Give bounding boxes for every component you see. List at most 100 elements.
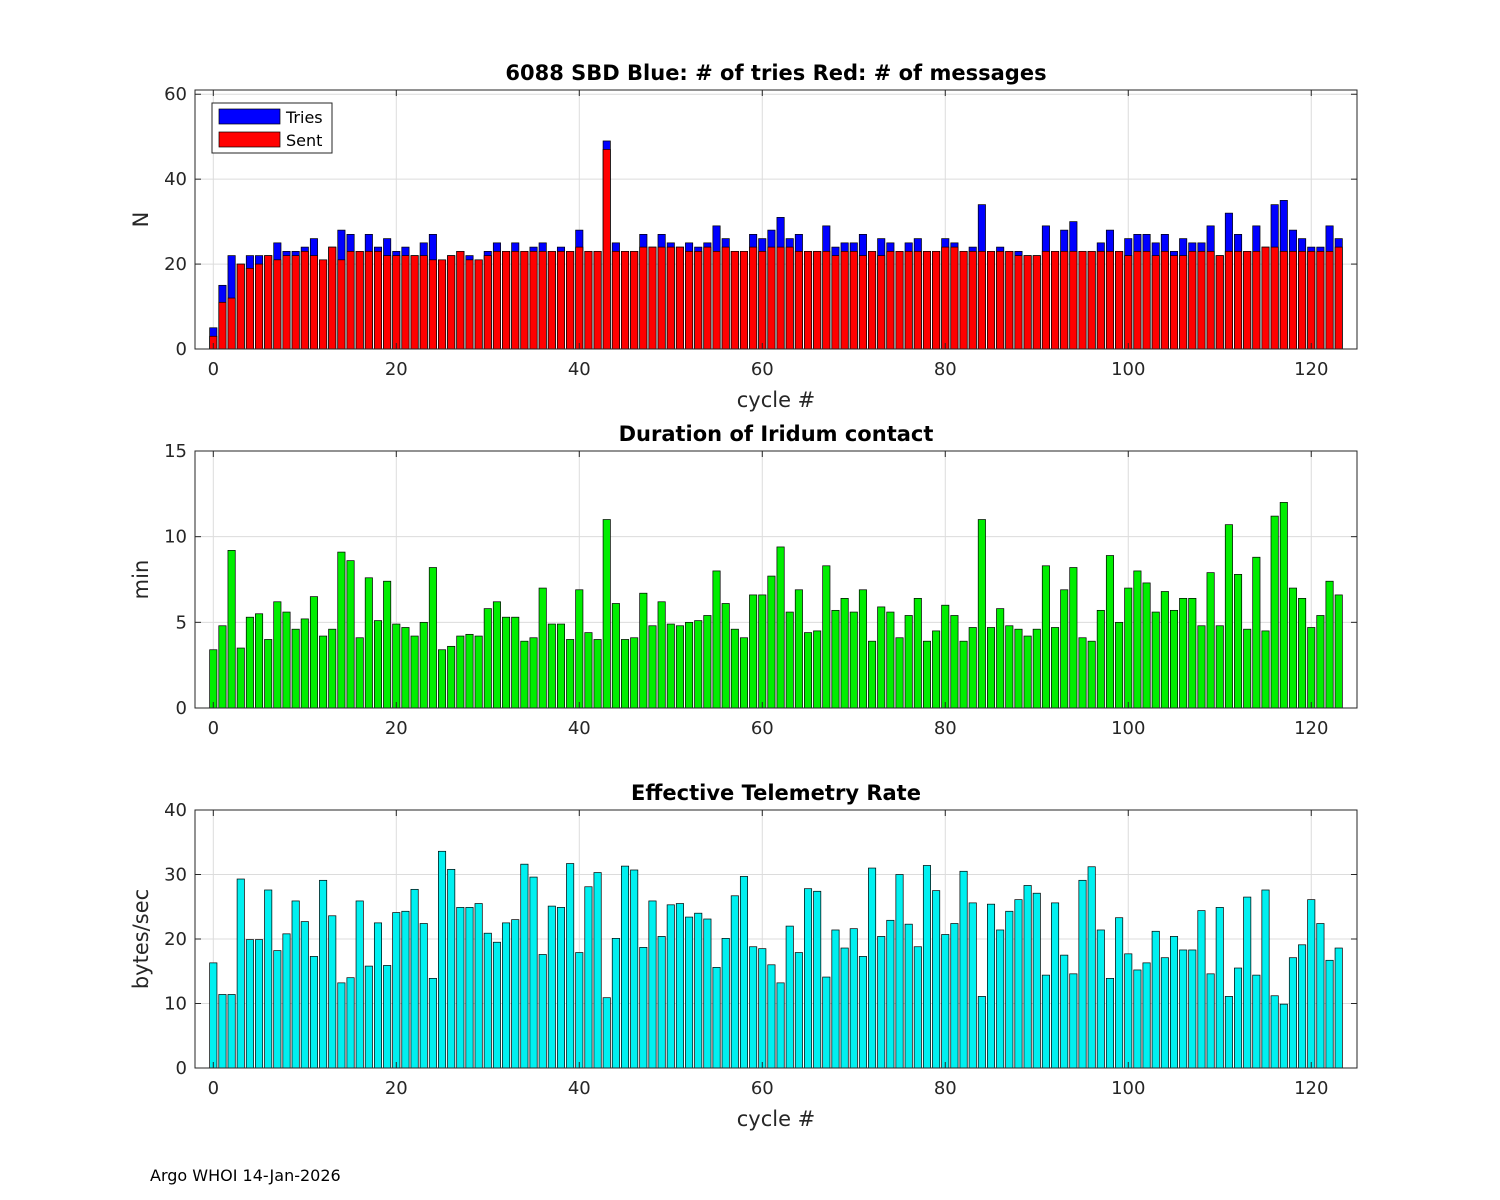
bar-sent bbox=[895, 250, 904, 350]
bar-sent bbox=[666, 246, 675, 350]
bar-sent bbox=[1069, 250, 1078, 350]
bar-rate bbox=[1014, 899, 1023, 1069]
bar-rate bbox=[236, 878, 245, 1069]
bar-sent bbox=[1060, 250, 1069, 350]
bar-rate bbox=[319, 879, 328, 1069]
bar-duration bbox=[804, 632, 813, 709]
bar-duration bbox=[300, 618, 309, 709]
bar-duration bbox=[1215, 625, 1224, 709]
bar-sent bbox=[922, 250, 931, 350]
chart-panel-1: 0 20 40 60 80 100 120 0 20 40 60 6088 SBD Blue: # o… bbox=[129, 61, 1358, 412]
bar-duration bbox=[209, 649, 218, 709]
bar-rate bbox=[621, 865, 630, 1069]
bar-sent bbox=[630, 250, 639, 350]
bar-rate bbox=[410, 888, 419, 1069]
bar-rate bbox=[584, 886, 593, 1069]
x-tick-label: 0 bbox=[208, 359, 219, 380]
bar-sent bbox=[868, 250, 877, 350]
bar-duration bbox=[730, 628, 739, 709]
bar-rate bbox=[639, 947, 648, 1069]
bar-rate bbox=[712, 967, 721, 1069]
bar-rate bbox=[913, 946, 922, 1069]
bar-rate bbox=[419, 923, 428, 1069]
bar-duration bbox=[630, 637, 639, 709]
bar-sent bbox=[419, 255, 428, 350]
bar-sent bbox=[675, 246, 684, 350]
bar-rate bbox=[794, 952, 803, 1069]
bar-rate bbox=[749, 946, 758, 1069]
bar-rate bbox=[511, 919, 520, 1069]
bar-sent bbox=[1124, 255, 1133, 350]
bar-sent bbox=[337, 259, 346, 350]
bar-rate bbox=[309, 956, 318, 1069]
bar-sent bbox=[1051, 250, 1060, 350]
bar-rate bbox=[1334, 947, 1343, 1069]
bar-duration bbox=[593, 639, 602, 709]
bar-rate bbox=[987, 903, 996, 1069]
bar-rate bbox=[1279, 1003, 1288, 1069]
bar-duration bbox=[309, 596, 318, 709]
bar-rate bbox=[1023, 885, 1032, 1069]
x-tick-label: 80 bbox=[934, 718, 957, 739]
bar-duration bbox=[602, 519, 611, 709]
bar-duration bbox=[749, 594, 758, 709]
bar-sent bbox=[739, 250, 748, 350]
bar-duration bbox=[1224, 524, 1233, 709]
bar-sent bbox=[364, 250, 373, 350]
bar-duration bbox=[1325, 580, 1334, 709]
bar-rate bbox=[346, 977, 355, 1069]
bar-rate bbox=[1151, 930, 1160, 1069]
bar-duration bbox=[438, 649, 447, 709]
bar-sent bbox=[282, 255, 291, 350]
bar-sent bbox=[1160, 250, 1169, 350]
x-tick-label: 20 bbox=[385, 359, 408, 380]
bar-rate bbox=[1032, 892, 1041, 1069]
bar-duration bbox=[383, 580, 392, 709]
bar-rate bbox=[401, 910, 410, 1069]
bar-duration bbox=[913, 597, 922, 709]
bar-rate bbox=[1197, 910, 1206, 1069]
bar-sent bbox=[547, 250, 556, 350]
bar-rate bbox=[1224, 996, 1233, 1069]
bar-sent bbox=[1169, 255, 1179, 350]
chart-title: Duration of Iridum contact bbox=[619, 422, 934, 446]
legend-swatch-tries bbox=[218, 108, 281, 125]
bar-rate bbox=[1051, 902, 1060, 1069]
bar-sent bbox=[685, 250, 694, 350]
bar-sent bbox=[730, 250, 739, 350]
bar-rate bbox=[465, 907, 474, 1069]
bar-sent bbox=[392, 255, 401, 350]
bar-duration bbox=[785, 611, 794, 709]
bar-rate bbox=[447, 868, 456, 1069]
x-tick-label: 60 bbox=[751, 718, 774, 739]
x-tick-label: 60 bbox=[751, 359, 774, 380]
bar-sent bbox=[355, 250, 364, 350]
bar-rate bbox=[538, 954, 547, 1069]
bar-duration bbox=[245, 616, 254, 709]
bar-sent bbox=[1115, 250, 1124, 350]
x-tick-label: 20 bbox=[385, 1078, 408, 1099]
bar-duration bbox=[703, 615, 712, 709]
bar-duration bbox=[1298, 597, 1307, 709]
bar-rate bbox=[730, 895, 739, 1069]
bar-sent bbox=[1142, 250, 1151, 350]
bar-duration bbox=[1023, 635, 1032, 709]
bar-duration bbox=[1151, 611, 1160, 709]
bar-duration bbox=[1188, 597, 1197, 709]
bar-sent bbox=[1206, 250, 1215, 350]
bar-sent bbox=[447, 255, 456, 350]
y-tick-label: 20 bbox=[164, 929, 187, 950]
bar-rate bbox=[868, 867, 877, 1069]
x-tick-label: 40 bbox=[568, 359, 591, 380]
bar-rate bbox=[209, 962, 218, 1069]
bar-sent bbox=[300, 250, 309, 350]
bar-duration bbox=[858, 589, 867, 709]
bar-sent bbox=[987, 250, 996, 350]
bar-duration bbox=[547, 623, 556, 709]
bar-duration bbox=[337, 551, 346, 709]
bar-duration bbox=[1115, 621, 1124, 709]
bar-sent bbox=[602, 149, 611, 350]
bar-duration bbox=[868, 640, 877, 709]
bar-rate bbox=[502, 922, 511, 1069]
bar-rate bbox=[767, 964, 776, 1069]
